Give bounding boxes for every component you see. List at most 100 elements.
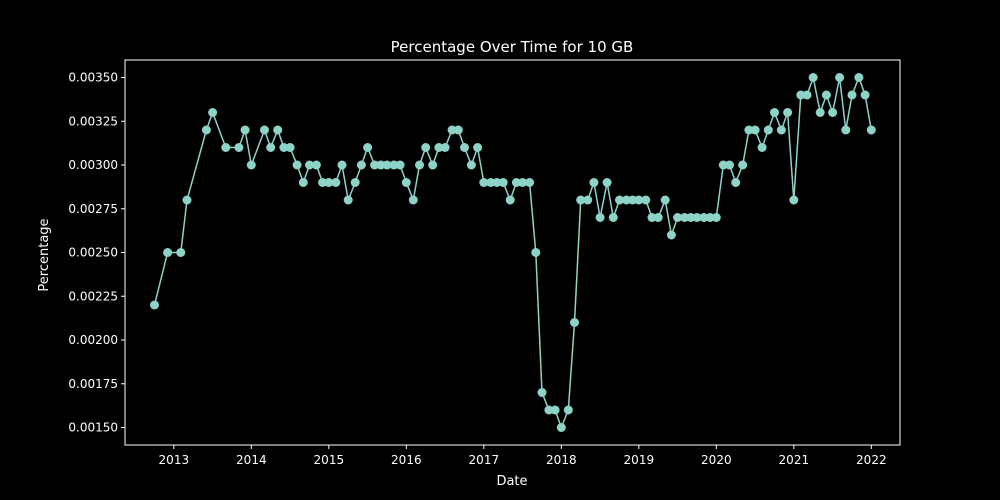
data-point [305, 160, 314, 170]
y-tick-label: 0.00200 [68, 333, 118, 347]
data-point [680, 213, 690, 222]
data-point [641, 195, 651, 205]
data-point [531, 248, 541, 257]
data-point [653, 213, 663, 222]
data-point [408, 195, 418, 205]
data-point [486, 178, 496, 187]
data-point [240, 125, 250, 135]
data-point [595, 213, 605, 222]
data-point [447, 125, 457, 135]
data-point [518, 178, 528, 187]
data-point [634, 195, 644, 205]
data-point [201, 125, 211, 135]
data-point [686, 213, 696, 222]
y-tick-label: 0.00150 [68, 421, 118, 435]
x-tick-label: 2014 [236, 453, 267, 467]
x-tick-label: 2020 [701, 453, 732, 467]
data-point [376, 160, 386, 170]
data-point [537, 388, 547, 397]
data-point [479, 178, 489, 187]
y-axis-label: Percentage [37, 218, 52, 291]
data-point [660, 195, 670, 205]
data-point [337, 160, 347, 170]
data-point [763, 125, 773, 135]
data-point [666, 230, 676, 240]
data-point [847, 90, 857, 100]
data-point [835, 73, 845, 82]
data-point [711, 213, 721, 222]
y-tick-label: 0.00300 [68, 158, 118, 172]
x-axis-label: Date [496, 474, 527, 489]
data-point [525, 178, 535, 187]
data-point [841, 125, 851, 135]
data-point [815, 108, 825, 117]
data-point [776, 125, 786, 135]
data-point [608, 213, 618, 222]
data-point [828, 108, 838, 117]
data-point [370, 160, 380, 170]
x-tick-label: 2019 [624, 453, 655, 467]
x-tick-label: 2015 [314, 453, 345, 467]
data-point [266, 143, 276, 152]
data-point [434, 143, 444, 152]
data-point [453, 125, 463, 135]
data-point [395, 160, 405, 170]
data-point [221, 143, 231, 152]
data-point [260, 125, 269, 135]
data-point [298, 178, 308, 187]
data-point [725, 160, 734, 170]
data-point [821, 90, 831, 100]
data-point [150, 300, 159, 310]
data-point [556, 423, 566, 432]
y-tick-label: 0.00325 [68, 114, 118, 128]
data-point [279, 143, 289, 152]
data-point [647, 213, 657, 222]
x-tick-label: 2018 [546, 453, 577, 467]
data-point [363, 143, 373, 152]
data-point [550, 405, 560, 415]
data-point [673, 213, 683, 222]
data-point [292, 160, 302, 170]
data-point [350, 178, 360, 187]
chart-title: Percentage Over Time for 10 GB [391, 38, 634, 56]
data-point [738, 160, 748, 170]
data-point [744, 125, 754, 135]
data-point [324, 178, 334, 187]
y-axis: 0.00150 0.00175 0.00200 0.00225 0.00250 0.002… [68, 71, 125, 435]
data-point [460, 143, 469, 152]
data-point [808, 73, 818, 82]
x-tick-label: 2022 [856, 453, 887, 467]
x-axis: 2013 2014 2015 2016 2017 2018 2019 2020 2021 2022 [159, 445, 887, 467]
y-tick-label: 0.00275 [68, 202, 118, 216]
data-point [473, 143, 483, 152]
data-point [563, 405, 573, 415]
data-point [176, 248, 186, 257]
data-point [544, 405, 554, 415]
data-point [628, 195, 638, 205]
data-point [382, 160, 392, 170]
data-point [163, 248, 173, 257]
data-point [505, 195, 515, 205]
data-point [783, 108, 793, 117]
data-point [440, 143, 450, 152]
data-point [718, 160, 728, 170]
data-point [731, 178, 741, 187]
y-tick-label: 0.00350 [68, 71, 118, 85]
data-point [234, 143, 244, 152]
data-point [854, 73, 864, 82]
y-tick-label: 0.00225 [68, 289, 118, 303]
data-point [356, 160, 366, 170]
data-point [428, 160, 438, 170]
y-tick-label: 0.00250 [68, 246, 118, 260]
data-point [273, 125, 283, 135]
data-point [602, 178, 612, 187]
data-point [343, 195, 353, 205]
data-point [692, 213, 702, 222]
data-point [699, 213, 709, 222]
data-point [705, 213, 715, 222]
data-point [182, 195, 192, 205]
data-point [246, 160, 256, 170]
data-point [311, 160, 321, 170]
data-point [770, 108, 779, 117]
